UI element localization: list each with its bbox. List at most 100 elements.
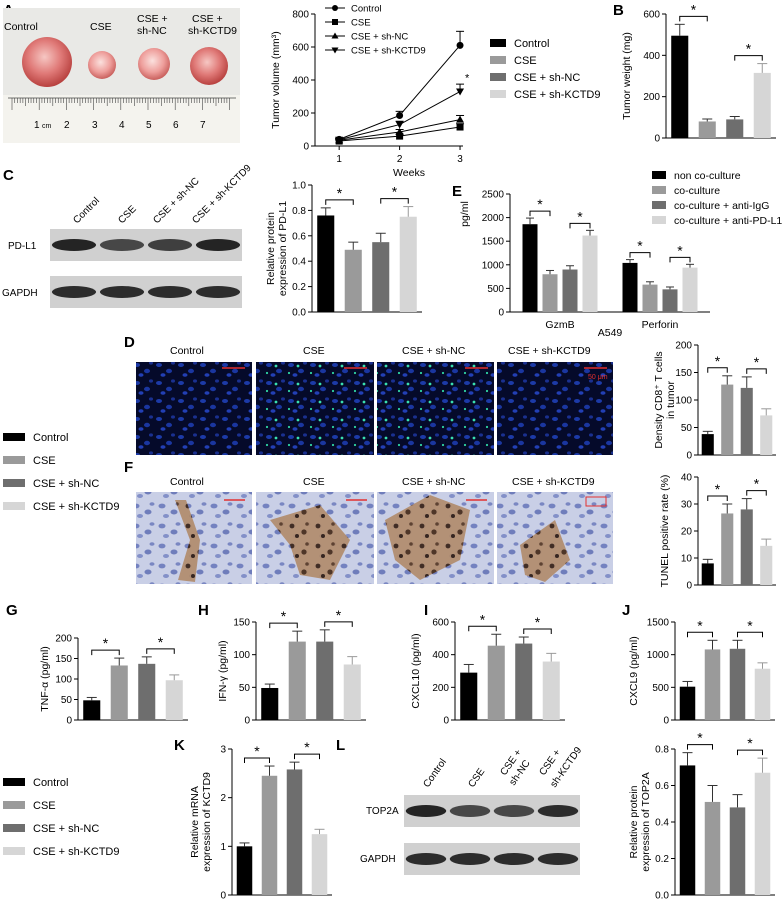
tumor-cse-shnc (138, 48, 170, 80)
ihc-images (136, 492, 613, 584)
significance-bracket (737, 631, 763, 638)
blot-band (51, 286, 97, 298)
y-tick-label: 0.6 (292, 231, 306, 242)
blot-band (147, 286, 193, 298)
bar (515, 643, 533, 720)
y-tick-label: 400 (643, 51, 660, 62)
cxcl9-bar-chart: 0 500 1000 1500 * * CXCL9 (pg/ml) (628, 617, 775, 727)
y-axis-label: Tumor volume (mm³) (270, 31, 282, 129)
y-tick-label: 100 (675, 396, 692, 407)
data-point (456, 41, 464, 49)
tumor-photo (3, 8, 240, 143)
y-tick-label: 400 (292, 76, 309, 87)
y-tick-label: 0 (686, 581, 692, 592)
bar (261, 775, 278, 895)
tumor-weight-bar-chart: 0 200 400 600 * * Tumor weight (mg) (621, 1, 776, 145)
significance-star: * (103, 635, 109, 651)
y-tick-label: 0.0 (655, 891, 669, 902)
y-tick-label: 1500 (647, 618, 670, 629)
significance-star: * (637, 238, 643, 254)
significance-star: * (158, 634, 164, 650)
legend-label: co-culture + anti-IgG (674, 200, 769, 212)
ruler (8, 97, 236, 110)
bar (721, 513, 734, 585)
bar (236, 846, 253, 895)
lane-L-control: Control (421, 757, 449, 790)
bar (726, 119, 744, 138)
significance-star: * (535, 614, 541, 630)
significance-bracket (707, 367, 728, 373)
y-tick-label: 50 (239, 683, 251, 694)
significance-bracket (244, 757, 270, 764)
y-tick-label: 0.6 (655, 781, 669, 792)
significance-star: * (304, 739, 310, 755)
significance-bracket (523, 628, 552, 635)
if-image-cse-shnc (377, 362, 494, 455)
bar (760, 545, 773, 585)
blot-band (195, 286, 241, 298)
ruler-unit: cm (42, 123, 52, 130)
blot-row-label-pdl1: PD-L1 (8, 241, 37, 252)
legend-swatch (3, 479, 25, 487)
bar (286, 769, 303, 895)
photo-label-cse-shnc-1: CSE + (137, 13, 168, 25)
y-tick-label: 0.4 (655, 818, 669, 829)
legend-swatch (3, 801, 25, 809)
panel-label-J: J (622, 602, 630, 619)
y-axis-label: TNF-α (pg/ml) (39, 646, 51, 712)
legend-swatch (490, 73, 506, 81)
significance-star: * (465, 73, 470, 85)
ruler-num-5: 5 (146, 120, 152, 131)
y-tick-label: 0 (443, 716, 449, 727)
legend-swatch (3, 456, 25, 464)
legend-label: CSE (33, 800, 56, 812)
x-axis-label: A549 (598, 327, 623, 339)
bar (542, 274, 558, 312)
tumor-cse-shkctd9 (190, 47, 228, 85)
blot-band (449, 853, 491, 865)
photo-label-cse-shkctd9-1: CSE + (192, 13, 223, 25)
blot-band (493, 805, 535, 817)
significance-bracket (380, 198, 409, 204)
significance-star: * (715, 481, 721, 497)
lane-label-control: Control (71, 196, 102, 227)
y-tick-label: 600 (643, 10, 660, 21)
legend-label: CSE + sh-NC (514, 72, 580, 84)
significance-star: * (337, 185, 343, 201)
y-tick-label: 500 (487, 284, 504, 295)
y-tick-label: 150 (55, 654, 72, 665)
y-tick-label: 400 (432, 650, 449, 661)
bar (316, 641, 334, 720)
bar (662, 289, 678, 312)
tumor-volume-line-chart: 0 200 400 600 800 1 2 3 Weeks Tumor volume (mm³) *… (270, 4, 470, 180)
scalebar-label: 50 μm (588, 374, 608, 381)
significance-bracket (734, 55, 763, 61)
bar (487, 645, 505, 720)
ruler-num-2: 2 (64, 120, 70, 131)
legend-label: CSE + sh-KCTD9 (33, 501, 120, 513)
blot-row-label-top2a: TOP2A (366, 806, 399, 817)
significance-bracket (679, 15, 708, 22)
coculture-legend: non co-culture co-culture co-culture + ant… (652, 170, 782, 227)
data-point (395, 121, 404, 129)
x-tick-label: 2 (397, 154, 403, 165)
bar (721, 384, 734, 455)
bar (522, 224, 538, 312)
legend-label: CSE + sh-KCTD9 (33, 846, 120, 858)
pdl1-bar-chart: 0.0 0.2 0.4 0.6 0.8 1.0 * * Relative proteinexpr… (265, 181, 422, 319)
y-tick-label: 0 (303, 142, 309, 153)
tunel-bar-chart: 0 10 20 30 40 * * TUNEL positive rate (%) (659, 473, 776, 592)
legend-label: CSE + sh-NC (33, 478, 99, 490)
legend-swatch (3, 824, 25, 832)
y-tick-label: 0 (220, 891, 226, 902)
blot-band (99, 239, 145, 251)
significance-bracket (529, 210, 551, 217)
panel-label-L: L (336, 737, 345, 754)
significance-bracket (669, 256, 691, 263)
legend-label: Control (33, 777, 68, 789)
bar (542, 661, 560, 720)
y-axis-label: Relative mRNAexpression of KCTD9 (189, 772, 213, 872)
legend-label: CSE + sh-NC (351, 32, 408, 43)
significance-bracket (468, 625, 497, 632)
ruler-num-6: 6 (173, 120, 179, 131)
